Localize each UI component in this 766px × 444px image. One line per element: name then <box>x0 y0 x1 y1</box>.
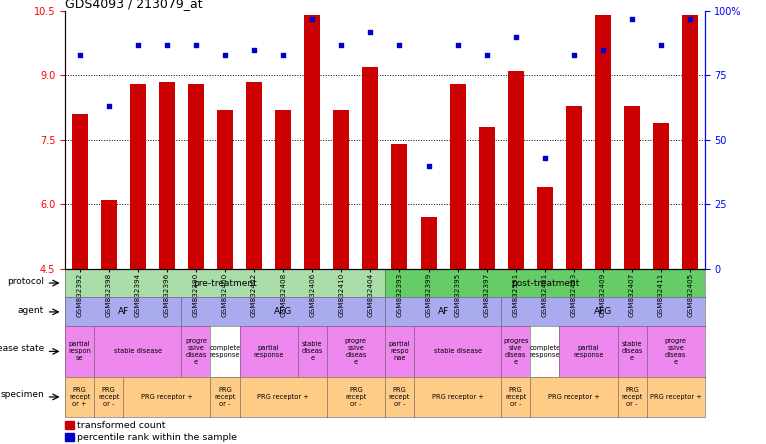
Point <box>219 52 231 59</box>
Bar <box>217 110 233 269</box>
Point <box>509 33 522 40</box>
Text: stable
diseas
e: stable diseas e <box>621 341 643 361</box>
Point <box>103 103 115 110</box>
Text: PRG
recept
or -: PRG recept or - <box>345 387 366 407</box>
Point <box>248 46 260 53</box>
Point <box>655 41 667 48</box>
Point <box>568 52 580 59</box>
Text: transformed count: transformed count <box>77 421 166 430</box>
Bar <box>566 106 582 269</box>
Text: PRG receptor +: PRG receptor + <box>432 394 483 400</box>
Text: PRG
recept
or +: PRG recept or + <box>69 387 90 407</box>
Text: PRG
recept
or -: PRG recept or - <box>389 387 410 407</box>
Bar <box>188 84 204 269</box>
Text: PRG receptor +: PRG receptor + <box>257 394 309 400</box>
Text: protocol: protocol <box>7 277 44 286</box>
Text: partial
response: partial response <box>254 345 284 358</box>
Bar <box>508 71 524 269</box>
Bar <box>362 67 378 269</box>
Text: partial
response: partial response <box>573 345 604 358</box>
Text: post-treatment: post-treatment <box>511 278 579 288</box>
Bar <box>333 110 349 269</box>
Point <box>161 41 173 48</box>
Bar <box>72 114 87 269</box>
Point <box>336 41 348 48</box>
Bar <box>421 217 437 269</box>
Text: PRG receptor +: PRG receptor + <box>650 394 702 400</box>
Text: AF: AF <box>437 307 449 317</box>
Bar <box>537 187 553 269</box>
Text: complete
response: complete response <box>529 345 561 358</box>
Point <box>626 15 638 22</box>
Bar <box>479 127 495 269</box>
Bar <box>391 144 408 269</box>
Bar <box>100 200 116 269</box>
Text: specimen: specimen <box>0 390 44 400</box>
Point <box>597 46 609 53</box>
Text: AFG: AFG <box>594 307 612 317</box>
Bar <box>275 110 291 269</box>
Text: PRG
recept
or -: PRG recept or - <box>621 387 643 407</box>
Bar <box>624 106 640 269</box>
Text: progre
ssive
diseas
e: progre ssive diseas e <box>345 338 367 365</box>
Text: partial
respo
nae: partial respo nae <box>388 341 411 361</box>
Bar <box>65 433 74 441</box>
Point <box>393 41 405 48</box>
Bar <box>683 16 698 269</box>
Point <box>422 162 434 169</box>
Point <box>277 52 290 59</box>
Bar <box>595 16 611 269</box>
Point <box>132 41 144 48</box>
Text: partial
respon
se: partial respon se <box>68 341 91 361</box>
Bar <box>65 421 74 429</box>
Point <box>306 15 319 22</box>
Text: AFG: AFG <box>274 307 293 317</box>
Text: PRG
recept
or -: PRG recept or - <box>214 387 236 407</box>
Bar <box>129 84 146 269</box>
Point <box>538 155 551 162</box>
Text: progres
sive
diseas
e: progres sive diseas e <box>503 338 529 365</box>
Text: PRG
recept
or -: PRG recept or - <box>505 387 526 407</box>
Text: disease state: disease state <box>0 345 44 353</box>
Bar <box>304 16 320 269</box>
Point <box>451 41 463 48</box>
Bar <box>450 84 466 269</box>
Text: progre
ssive
diseas
e: progre ssive diseas e <box>665 338 686 365</box>
Text: percentile rank within the sample: percentile rank within the sample <box>77 433 237 442</box>
Bar <box>653 123 669 269</box>
Point <box>480 52 493 59</box>
Point <box>365 28 377 35</box>
Text: AF: AF <box>118 307 129 317</box>
Point <box>684 15 696 22</box>
Text: PRG receptor +: PRG receptor + <box>141 394 193 400</box>
Text: stable disease: stable disease <box>113 349 162 354</box>
Bar <box>246 82 262 269</box>
Text: agent: agent <box>18 306 44 315</box>
Text: complete
response: complete response <box>209 345 241 358</box>
Text: GDS4093 / 213079_at: GDS4093 / 213079_at <box>65 0 203 10</box>
Point <box>74 52 86 59</box>
Point <box>190 41 202 48</box>
Text: stable disease: stable disease <box>434 349 482 354</box>
Text: progre
ssive
diseas
e: progre ssive diseas e <box>185 338 207 365</box>
Text: PRG
recept
or -: PRG recept or - <box>98 387 119 407</box>
Text: pre-treatment: pre-treatment <box>193 278 257 288</box>
Bar <box>159 82 175 269</box>
Text: stable
diseas
e: stable diseas e <box>302 341 323 361</box>
Text: PRG receptor +: PRG receptor + <box>548 394 600 400</box>
